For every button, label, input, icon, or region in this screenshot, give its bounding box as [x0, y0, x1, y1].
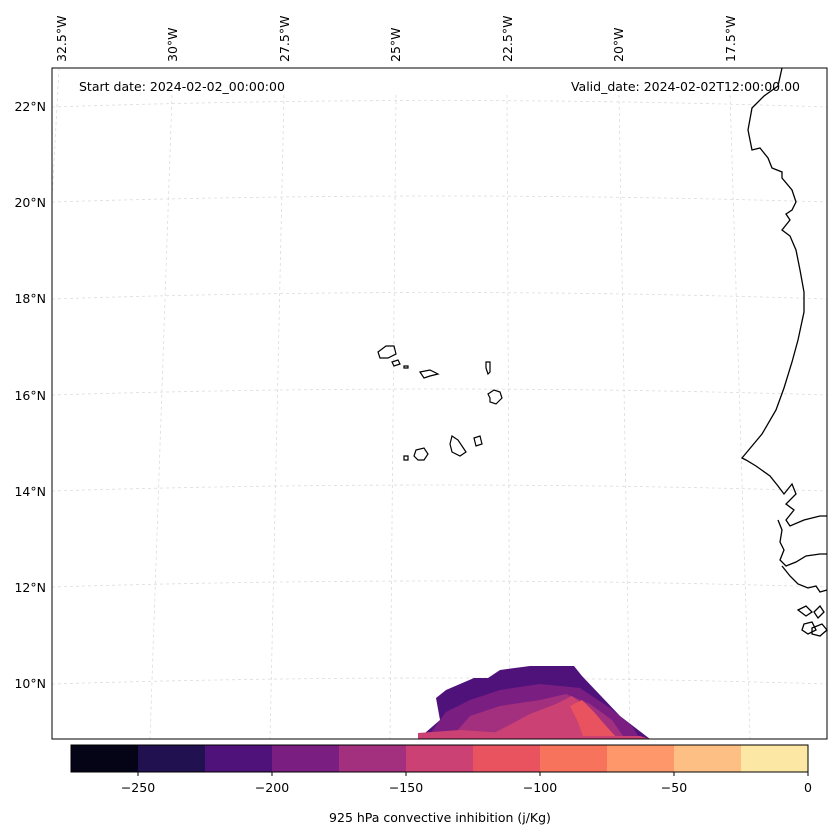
fogo — [413, 447, 429, 461]
colorbar-segment — [205, 745, 272, 772]
valid-date-label: Valid_date: 2024-02-02T12:00:00.00 — [571, 79, 800, 94]
colorbar — [70, 744, 809, 776]
colorbar-tick-label: −50 — [661, 780, 687, 795]
cin-level-100 — [570, 700, 618, 739]
lon-label: 17.5°W — [723, 16, 738, 62]
lat-label: 12°N — [14, 580, 46, 595]
lon-label: 30°W — [165, 27, 180, 62]
senegal-gambia-coast — [777, 519, 827, 567]
sao-vicente — [391, 359, 401, 367]
graticule — [51, 67, 828, 740]
colorbar-tick-label: −100 — [523, 780, 557, 795]
lon-label: 22.5°W — [500, 16, 515, 62]
colorbar-label: 925 hPa convective inhibition (j/Kg) — [329, 810, 551, 825]
colorbar-segment — [540, 745, 607, 772]
colorbar-segment — [138, 745, 205, 772]
santa-luzia — [403, 365, 409, 369]
lat-label: 16°N — [14, 388, 46, 403]
guinea-islands — [796, 604, 828, 637]
sao-nicolau — [419, 369, 440, 379]
colorbar-segment — [339, 745, 406, 772]
lat-label: 14°N — [14, 484, 46, 499]
colorbar-tick-label: 0 — [804, 780, 812, 795]
lat-line-16 — [51, 388, 828, 396]
longitude-labels: 32.5°W 30°W 27.5°W 25°W 22.5°W 20°W 17.5… — [54, 16, 738, 62]
lat-label: 10°N — [14, 676, 46, 691]
lon-label: 32.5°W — [54, 16, 69, 62]
colorbar-segment — [406, 745, 473, 772]
colorbar-tick-label: −250 — [121, 780, 155, 795]
colorbar-tick-label: −150 — [389, 780, 423, 795]
cin-edge — [418, 730, 650, 739]
guinea-bissau-coast — [781, 565, 828, 593]
boa-vista — [487, 389, 503, 405]
colorbar-tick-label: −200 — [255, 780, 289, 795]
lat-line-20 — [51, 195, 828, 203]
map-border — [51, 67, 828, 740]
santiago — [449, 435, 467, 457]
map-area — [52, 68, 827, 739]
colorbar-segment — [607, 745, 674, 772]
lon-line-27_5 — [269, 94, 285, 740]
lon-label: 25°W — [388, 27, 403, 62]
lon-label: 27.5°W — [277, 16, 292, 62]
latitude-labels: 22°N 20°N 18°N 16°N 14°N 12°N 10°N — [14, 99, 46, 691]
lat-line-10 — [51, 677, 828, 685]
start-date-label: Start date: 2024-02-02_00:00:00 — [79, 79, 285, 94]
lon-line-32_5 — [51, 67, 60, 201]
lat-label: 20°N — [14, 195, 46, 210]
colorbar-segment — [473, 745, 540, 772]
colorbar-segment — [272, 745, 339, 772]
lat-line-22 — [51, 100, 828, 108]
colorbar-segment — [741, 745, 808, 772]
lon-line-22_5 — [506, 94, 511, 740]
africa-coastline — [740, 67, 827, 527]
sal — [485, 361, 491, 376]
lat-line-14 — [51, 484, 828, 492]
lat-label: 22°N — [14, 99, 46, 114]
lon-label: 20°W — [611, 27, 626, 62]
santo-antao — [377, 345, 397, 359]
lon-line-25 — [389, 94, 397, 740]
colorbar-segment — [674, 745, 741, 772]
lat-line-12 — [51, 580, 828, 588]
colorbar-border — [70, 744, 809, 773]
lon-line-17_5 — [729, 94, 751, 740]
maio — [473, 435, 483, 447]
lon-line-20 — [618, 94, 631, 740]
lat-label: 18°N — [14, 291, 46, 306]
cin-contours — [418, 666, 650, 739]
colorbar-ticks: −250 −200 −150 −100 −50 0 — [121, 780, 812, 795]
lat-line-18 — [51, 292, 828, 300]
brava — [403, 455, 409, 461]
cape-verde-islands — [377, 345, 503, 461]
colorbar-segment — [71, 745, 138, 772]
lon-line-30 — [149, 94, 173, 740]
